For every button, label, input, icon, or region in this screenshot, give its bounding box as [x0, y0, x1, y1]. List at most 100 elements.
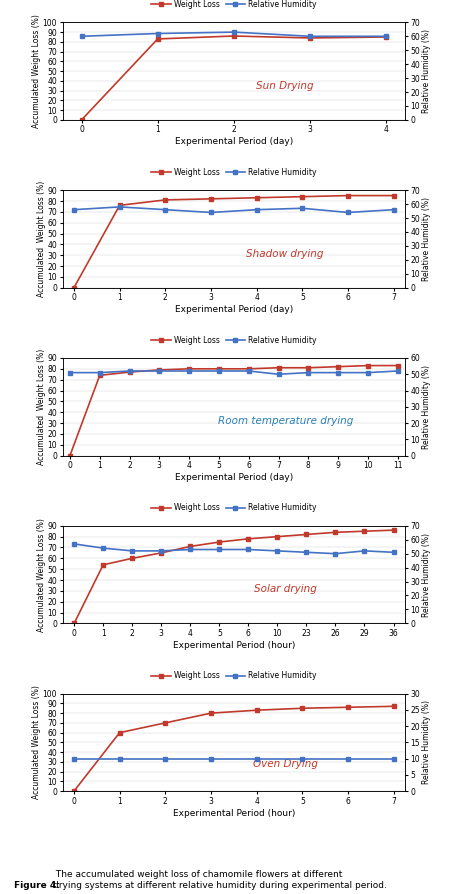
Relative Humidity	[158, 545, 164, 556]
Weight Loss	[156, 365, 162, 375]
Relative Humidity	[335, 367, 341, 378]
Weight Loss	[79, 114, 84, 125]
Weight Loss	[117, 728, 122, 738]
Relative Humidity	[246, 366, 251, 376]
Weight Loss	[163, 718, 168, 729]
Y-axis label: Relative Humidity (%): Relative Humidity (%)	[422, 700, 431, 784]
Relative Humidity	[71, 205, 77, 215]
Relative Humidity	[216, 366, 222, 376]
Weight Loss	[71, 786, 77, 797]
Text: Shadow drying: Shadow drying	[246, 249, 324, 258]
Weight Loss	[332, 527, 338, 537]
Weight Loss	[362, 526, 367, 536]
Relative Humidity	[208, 207, 214, 218]
Relative Humidity	[163, 754, 168, 764]
Line: Weight Loss: Weight Loss	[72, 527, 396, 626]
Weight Loss	[188, 541, 193, 552]
Relative Humidity	[391, 547, 396, 558]
Weight Loss	[383, 31, 389, 42]
Relative Humidity	[254, 205, 259, 215]
Weight Loss	[306, 362, 311, 373]
Relative Humidity	[306, 367, 311, 378]
Relative Humidity	[345, 754, 351, 764]
Weight Loss	[276, 362, 282, 373]
Relative Humidity	[332, 548, 338, 559]
Line: Relative Humidity: Relative Humidity	[68, 368, 400, 376]
Line: Weight Loss: Weight Loss	[68, 363, 400, 458]
Line: Weight Loss: Weight Loss	[71, 193, 396, 291]
X-axis label: Experimental Period (hour): Experimental Period (hour)	[173, 808, 295, 817]
Relative Humidity	[127, 366, 132, 376]
Y-axis label: Accumulated Weight Loss (%): Accumulated Weight Loss (%)	[32, 686, 41, 799]
Y-axis label: Accumulated  Weight Loss (%): Accumulated Weight Loss (%)	[37, 181, 46, 297]
Relative Humidity	[208, 754, 214, 764]
Weight Loss	[231, 30, 237, 41]
Weight Loss	[100, 560, 106, 570]
Relative Humidity	[300, 203, 305, 214]
Relative Humidity	[254, 754, 259, 764]
Relative Humidity	[391, 754, 396, 764]
Weight Loss	[71, 283, 77, 293]
Weight Loss	[208, 193, 214, 204]
Weight Loss	[300, 191, 305, 202]
Y-axis label: Relative Humidity (%): Relative Humidity (%)	[422, 30, 431, 114]
Relative Humidity	[71, 538, 77, 549]
Relative Humidity	[275, 545, 280, 556]
Text: Room temperature drying: Room temperature drying	[218, 417, 353, 426]
Legend: Weight Loss, Relative Humidity: Weight Loss, Relative Humidity	[148, 333, 319, 348]
Weight Loss	[67, 451, 73, 461]
Relative Humidity	[117, 754, 122, 764]
Weight Loss	[345, 702, 351, 713]
Weight Loss	[300, 703, 305, 713]
Weight Loss	[71, 618, 77, 628]
Weight Loss	[217, 536, 222, 547]
Weight Loss	[246, 364, 251, 375]
Y-axis label: Accumulated Weight Loss (%): Accumulated Weight Loss (%)	[32, 14, 41, 128]
Relative Humidity	[231, 27, 237, 38]
Relative Humidity	[391, 205, 396, 215]
Relative Humidity	[67, 367, 73, 378]
Relative Humidity	[97, 367, 102, 378]
Legend: Weight Loss, Relative Humidity: Weight Loss, Relative Humidity	[148, 0, 319, 12]
Line: Relative Humidity: Relative Humidity	[71, 756, 396, 761]
Weight Loss	[158, 547, 164, 558]
Relative Humidity	[130, 545, 135, 556]
Weight Loss	[245, 534, 251, 544]
Relative Humidity	[395, 366, 400, 376]
Relative Humidity	[307, 31, 313, 42]
Weight Loss	[216, 364, 222, 375]
Weight Loss	[365, 360, 371, 371]
Weight Loss	[391, 701, 396, 712]
Line: Relative Humidity: Relative Humidity	[79, 30, 388, 38]
Weight Loss	[97, 370, 102, 381]
Relative Humidity	[383, 31, 389, 42]
Text: Solar drying: Solar drying	[254, 584, 317, 595]
Weight Loss	[391, 190, 396, 201]
Relative Humidity	[304, 547, 309, 558]
Relative Humidity	[345, 207, 351, 218]
Y-axis label: Accumulated Weight Loss (%): Accumulated Weight Loss (%)	[37, 518, 46, 631]
Weight Loss	[155, 34, 161, 45]
Weight Loss	[163, 195, 168, 206]
Line: Weight Loss: Weight Loss	[71, 704, 396, 794]
Relative Humidity	[188, 544, 193, 555]
X-axis label: Experimental Period (day): Experimental Period (day)	[175, 473, 293, 482]
Relative Humidity	[300, 754, 305, 764]
Weight Loss	[254, 192, 259, 203]
X-axis label: Experimental Period (hour): Experimental Period (hour)	[173, 641, 295, 650]
Relative Humidity	[155, 28, 161, 38]
Y-axis label: Relative Humidity (%): Relative Humidity (%)	[422, 197, 431, 281]
Relative Humidity	[79, 31, 84, 42]
Weight Loss	[304, 529, 309, 540]
Line: Weight Loss: Weight Loss	[79, 34, 388, 122]
Relative Humidity	[276, 369, 282, 380]
Relative Humidity	[217, 544, 222, 555]
Relative Humidity	[186, 366, 192, 376]
Weight Loss	[127, 367, 132, 377]
Y-axis label: Relative Humidity (%): Relative Humidity (%)	[422, 365, 431, 449]
Weight Loss	[186, 364, 192, 375]
Relative Humidity	[245, 544, 251, 555]
Line: Relative Humidity: Relative Humidity	[71, 205, 396, 215]
Y-axis label: Accumulated  Weight Loss (%): Accumulated Weight Loss (%)	[37, 349, 46, 465]
Relative Humidity	[362, 545, 367, 556]
